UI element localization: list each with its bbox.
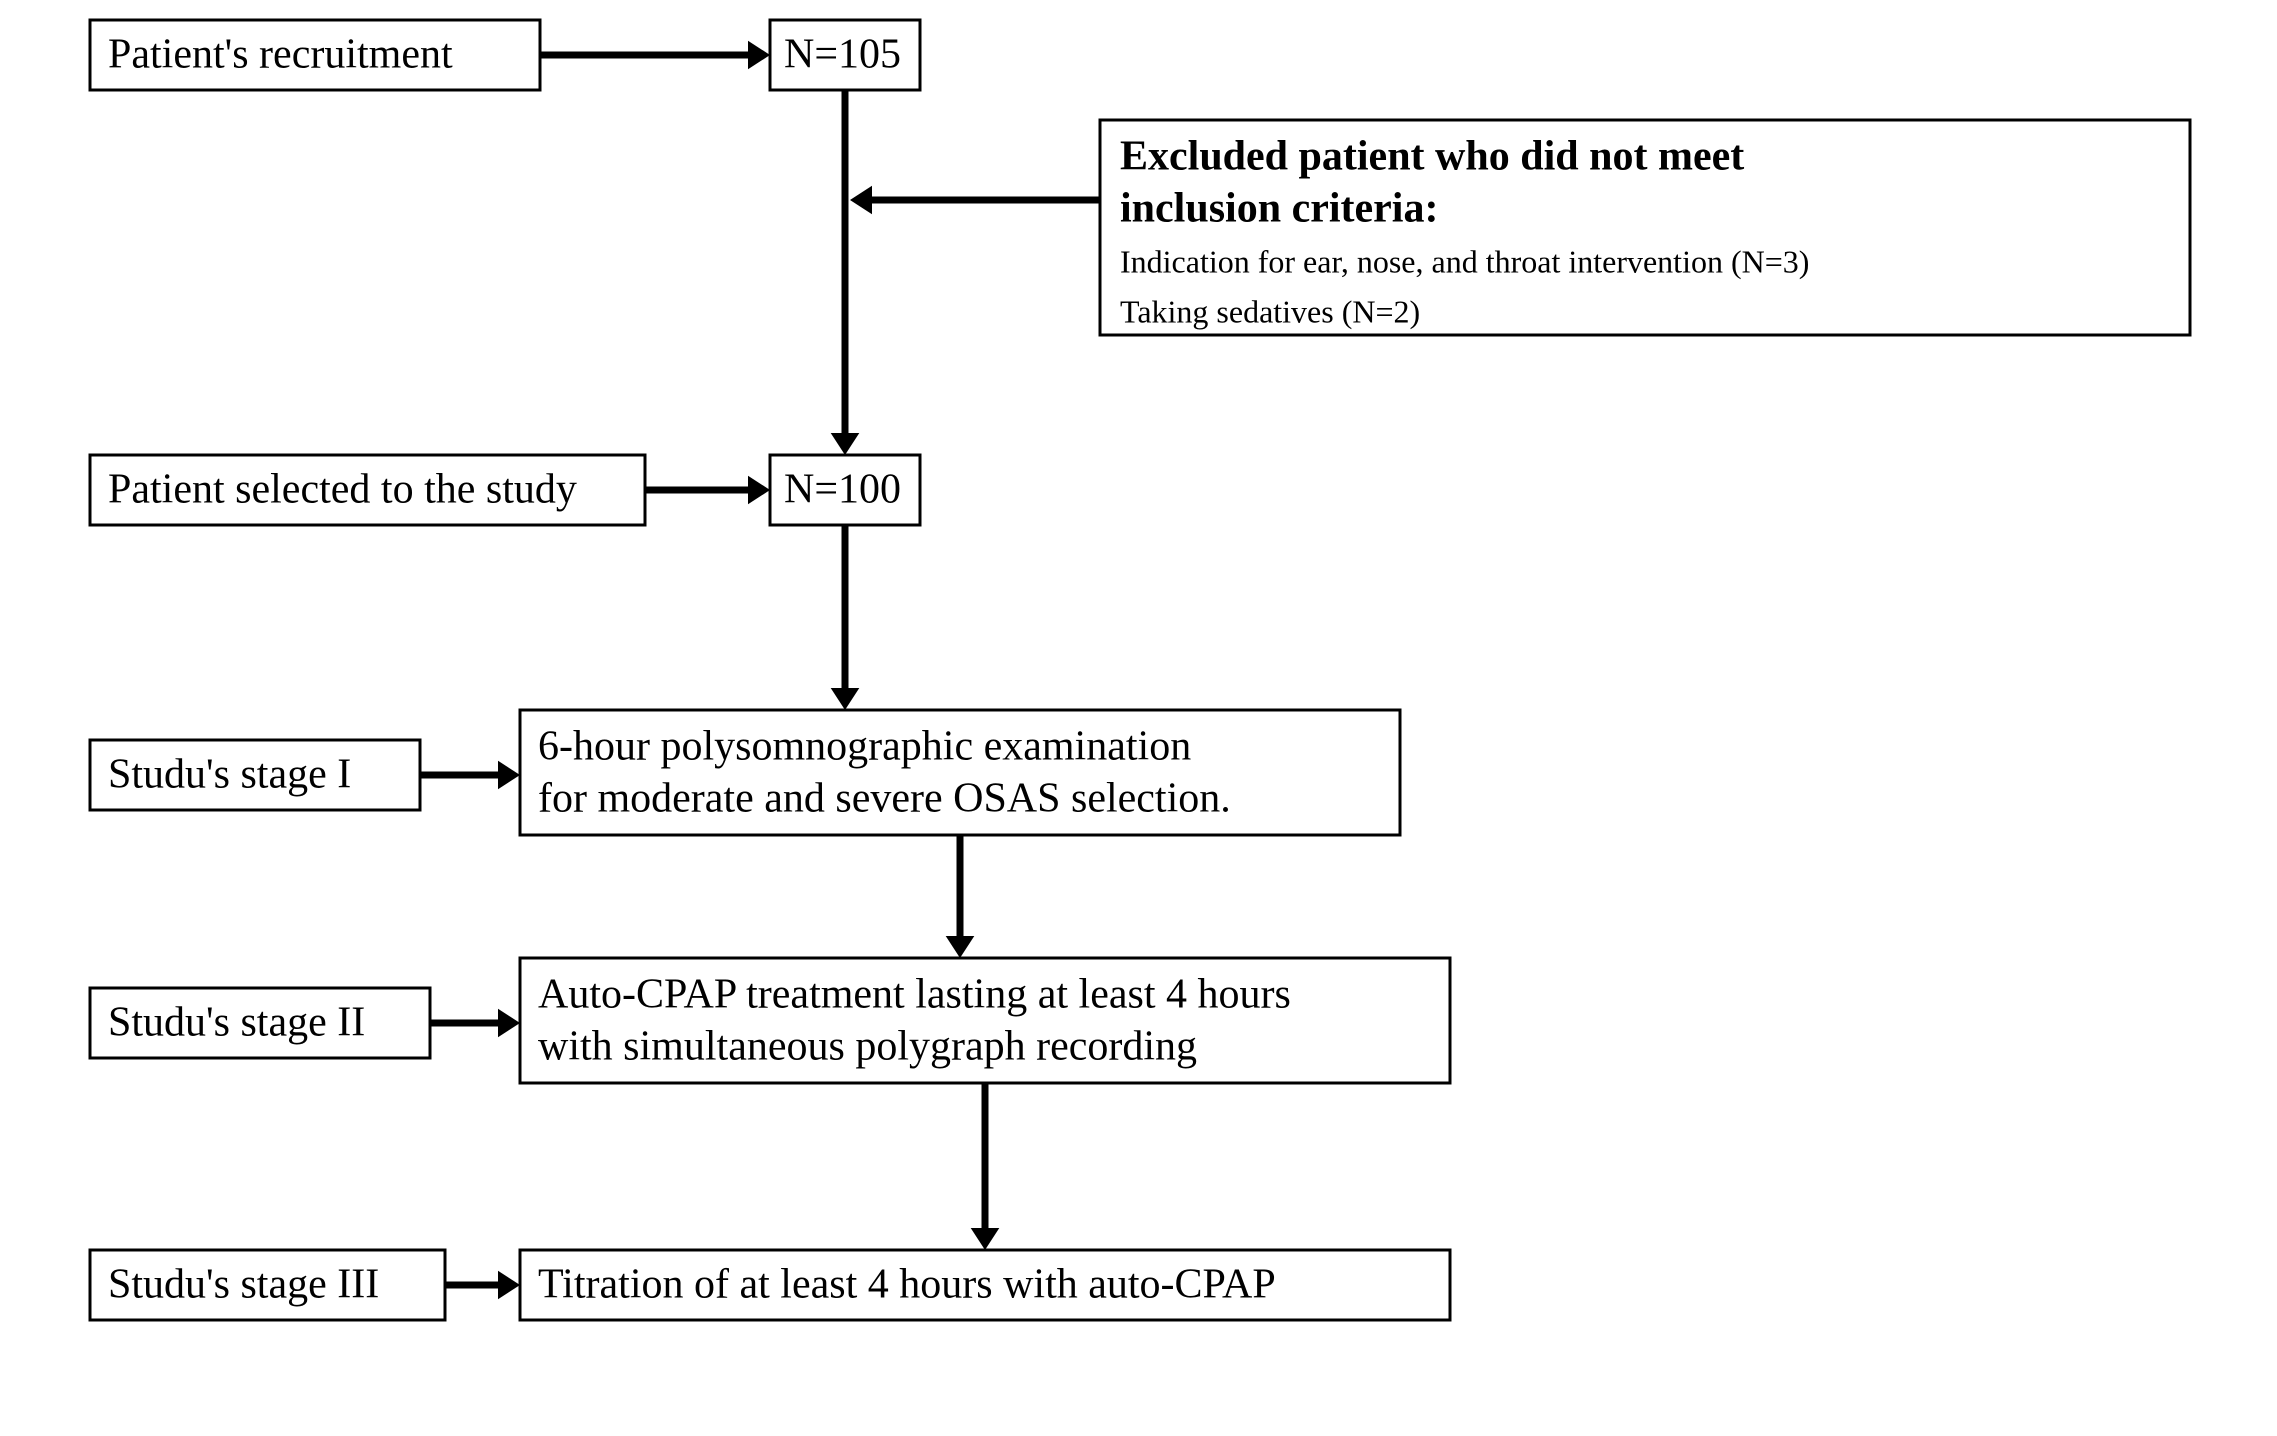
node-text-stage3_desc-line0: Titration of at least 4 hours with auto-… (538, 1262, 1276, 1308)
node-text-excluded-line2: Indication for ear, nose, and throat int… (1120, 243, 1809, 279)
node-n100: N=100 (770, 455, 920, 525)
node-stage3_desc: Titration of at least 4 hours with auto-… (520, 1250, 1450, 1320)
node-stage1_label: Studu's stage I (90, 740, 420, 810)
node-text-stage2_desc-line1: with simultaneous polygraph recording (538, 1024, 1197, 1070)
node-text-stage3_label-line0: Studu's stage III (108, 1262, 379, 1308)
node-recruitment_label: Patient's recruitment (90, 20, 540, 90)
node-selected_label: Patient selected to the study (90, 455, 645, 525)
node-excluded: Excluded patient who did not meet inclusi… (1100, 120, 2190, 335)
node-text-selected_label-line0: Patient selected to the study (108, 467, 577, 513)
node-text-stage1_desc-line0: 6-hour polysomnographic examination (538, 724, 1191, 770)
node-n105: N=105 (770, 20, 920, 90)
node-text-stage2_label-line0: Studu's stage II (108, 1000, 365, 1046)
node-text-excluded-line0: Excluded patient who did not meet (1120, 134, 1744, 180)
node-text-n100-line0: N=100 (784, 467, 901, 513)
node-text-excluded-line3: Taking sedatives (N=2) (1120, 293, 1420, 329)
node-stage2_label: Studu's stage II (90, 988, 430, 1058)
node-stage3_label: Studu's stage III (90, 1250, 445, 1320)
node-text-recruitment_label-line0: Patient's recruitment (108, 32, 453, 78)
node-text-excluded-line1: inclusion criteria: (1120, 186, 1438, 232)
node-text-stage2_desc-line0: Auto-CPAP treatment lasting at least 4 h… (538, 972, 1291, 1018)
node-stage2_desc: Auto-CPAP treatment lasting at least 4 h… (520, 958, 1450, 1083)
node-stage1_desc: 6-hour polysomnographic examination for m… (520, 710, 1400, 835)
node-text-stage1_desc-line1: for moderate and severe OSAS selection. (538, 776, 1231, 822)
flowchart-diagram: Patient's recruitment N=105 Excluded patie… (0, 0, 2277, 1436)
node-text-n105-line0: N=105 (784, 32, 901, 78)
node-text-stage1_label-line0: Studu's stage I (108, 752, 351, 798)
